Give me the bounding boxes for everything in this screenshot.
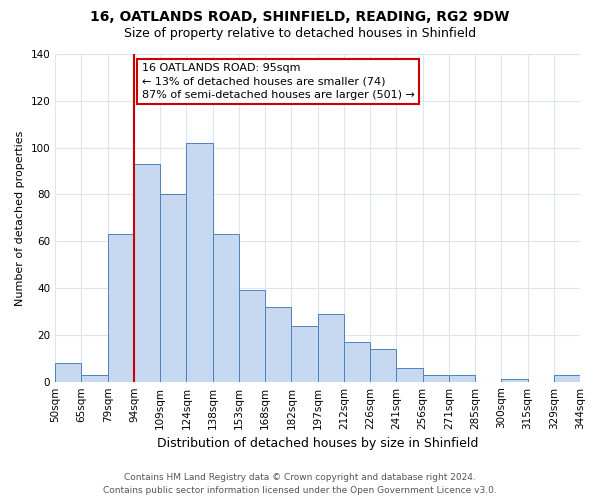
Bar [134, 164, 160, 382]
Bar [449, 374, 475, 382]
Text: Size of property relative to detached houses in Shinfield: Size of property relative to detached ho… [124, 28, 476, 40]
Text: 16, OATLANDS ROAD, SHINFIELD, READING, RG2 9DW: 16, OATLANDS ROAD, SHINFIELD, READING, R… [91, 10, 509, 24]
Bar [187, 143, 212, 382]
Bar [212, 234, 239, 382]
Bar [107, 234, 134, 382]
Bar [160, 194, 187, 382]
Bar [344, 342, 370, 382]
X-axis label: Distribution of detached houses by size in Shinfield: Distribution of detached houses by size … [157, 437, 478, 450]
Bar [422, 374, 449, 382]
Bar [55, 363, 82, 382]
Bar [265, 307, 292, 382]
Bar [317, 314, 344, 382]
Bar [82, 374, 107, 382]
Bar [370, 349, 397, 382]
Text: 16 OATLANDS ROAD: 95sqm
← 13% of detached houses are smaller (74)
87% of semi-de: 16 OATLANDS ROAD: 95sqm ← 13% of detache… [142, 64, 415, 100]
Bar [554, 374, 580, 382]
Y-axis label: Number of detached properties: Number of detached properties [15, 130, 25, 306]
Bar [292, 326, 317, 382]
Text: Contains HM Land Registry data © Crown copyright and database right 2024.
Contai: Contains HM Land Registry data © Crown c… [103, 474, 497, 495]
Bar [397, 368, 422, 382]
Bar [501, 380, 527, 382]
Bar [239, 290, 265, 382]
